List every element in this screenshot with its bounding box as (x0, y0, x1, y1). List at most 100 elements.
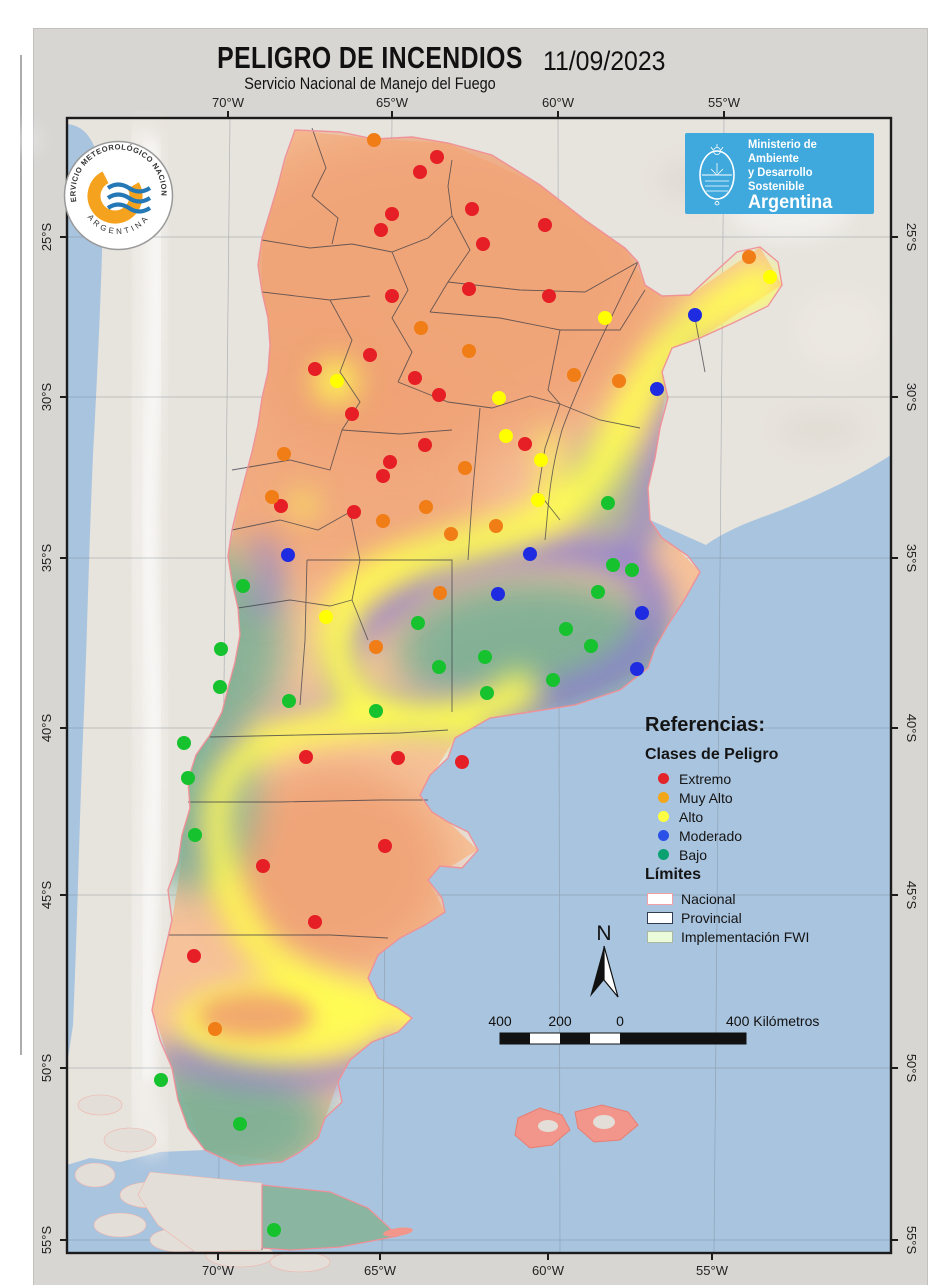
station-dot-extremo (256, 859, 270, 873)
station-dot-bajo (236, 579, 250, 593)
station-dot-bajo (154, 1073, 168, 1087)
station-dot-extremo (476, 237, 490, 251)
legend-swatch-icon (647, 892, 673, 905)
legend-limits-title: Límites (645, 866, 702, 883)
scalebar-label: 400 (488, 1013, 512, 1029)
lat-label-right: 40°S (904, 714, 919, 743)
station-dot-alto (598, 311, 612, 325)
station-dot-bajo (282, 694, 296, 708)
station-dot-extremo (376, 469, 390, 483)
station-dot-bajo (213, 680, 227, 694)
smn-sun-icon (87, 168, 143, 224)
station-dot-extremo (455, 755, 469, 769)
legend-item-extremo: Extremo (645, 769, 875, 788)
station-dot-bajo (188, 828, 202, 842)
station-dot-muy-alto (444, 527, 458, 541)
national-boundary (151, 129, 783, 1167)
station-dot-alto (531, 493, 545, 507)
station-dot-bajo (606, 558, 620, 572)
station-dot-extremo (408, 371, 422, 385)
north-arrow: N (590, 922, 619, 998)
lat-label-left: 45°S (39, 881, 54, 910)
lat-label-left: 30°S (39, 383, 54, 412)
legend-dot-icon (658, 830, 669, 841)
lon-label-top: 65°W (376, 95, 409, 110)
station-dot-extremo (299, 750, 313, 764)
chile-archipelago (74, 1094, 331, 1273)
legend-item-label: Alto (679, 808, 704, 825)
station-dot-extremo (383, 455, 397, 469)
station-dot-moderado (688, 308, 702, 322)
station-dot-muy-alto (419, 500, 433, 514)
station-dot-alto (534, 453, 548, 467)
station-dot-moderado (650, 382, 664, 396)
station-dot-extremo (308, 362, 322, 376)
station-dot-bajo (480, 686, 494, 700)
scalebar-label: 0 (616, 1013, 624, 1029)
station-dot-moderado (281, 548, 295, 562)
station-dot-extremo (378, 839, 392, 853)
station-dot-extremo (542, 289, 556, 303)
tierra-del-fuego (261, 1184, 400, 1251)
axis-layer: 70°W 70°W 65°W 65°W 60°W 60°W 55°W 55°W 25°S 25°S… (39, 95, 919, 1278)
atlantic-ocean (67, 455, 891, 1253)
station-dot-alto (492, 391, 506, 405)
pacific-ocean (67, 124, 104, 1065)
lon-label-bottom: 65°W (364, 1263, 397, 1278)
lat-label-right: 50°S (904, 1054, 919, 1083)
andes-terrain (124, 125, 173, 1159)
station-dot-bajo (559, 622, 573, 636)
legend-item-label: Extremo (679, 770, 732, 787)
station-dot-bajo (625, 563, 639, 577)
station-dot-alto (319, 610, 333, 624)
station-dot-muy-alto (414, 321, 428, 335)
station-dot-muy-alto (277, 447, 291, 461)
legend-item-label: Moderado (679, 827, 743, 844)
lat-label-right: 45°S (904, 881, 919, 910)
lat-label-left: 50°S (39, 1054, 54, 1083)
legend-limit-label: Nacional (681, 890, 736, 907)
legend-item-alto: Alto (645, 807, 875, 826)
station-dot-extremo (374, 223, 388, 237)
station-dot-bajo (591, 585, 605, 599)
station-dot-extremo (430, 150, 444, 164)
lat-label-left: 35°S (39, 544, 54, 573)
legend-limit-provincial: Provincial (645, 908, 875, 927)
station-dot-extremo (345, 407, 359, 421)
legend-swatch-icon (647, 911, 673, 924)
station-dot-muy-alto (376, 514, 390, 528)
station-dot-moderado (630, 662, 644, 676)
legend-title: Referencias: (645, 714, 766, 736)
station-dot-bajo (601, 496, 615, 510)
page-edge-rule (20, 55, 22, 1055)
smn-waves-icon (106, 182, 152, 214)
lat-label-right: 30°S (904, 383, 919, 412)
station-dot-bajo (181, 771, 195, 785)
station-dot-extremo (465, 202, 479, 216)
station-dot-bajo (478, 650, 492, 664)
station-dot-bajo (432, 660, 446, 674)
station-dot-alto (763, 270, 777, 284)
legend-classes-title: Clases de Peligro (645, 746, 779, 763)
map-date: 11/09/2023 (543, 46, 666, 76)
legend-limit-implementación-fwi: Implementación FWI (645, 927, 875, 946)
station-dot-extremo (385, 289, 399, 303)
station-dot-extremo (418, 438, 432, 452)
map-frame (65, 116, 893, 1255)
islas-malvinas (383, 1104, 639, 1237)
station-dot-bajo (233, 1117, 247, 1131)
ministry-line1: Ministerio de Ambiente (748, 137, 817, 165)
scalebar-label: 200 (548, 1013, 572, 1029)
station-dot-bajo (267, 1223, 281, 1237)
station-dot-bajo (546, 673, 560, 687)
station-dot-moderado (635, 606, 649, 620)
lat-label-right: 25°S (904, 223, 919, 252)
map-subtitle: Servicio Nacional de Manejo del Fuego (244, 74, 496, 93)
station-dot-extremo (385, 207, 399, 221)
station-dot-muy-alto (612, 374, 626, 388)
station-dot-muy-alto (458, 461, 472, 475)
lon-label-bottom: 70°W (202, 1263, 235, 1278)
coat-of-arms-icon (699, 143, 735, 205)
legend-limit-label: Implementación FWI (681, 928, 810, 945)
